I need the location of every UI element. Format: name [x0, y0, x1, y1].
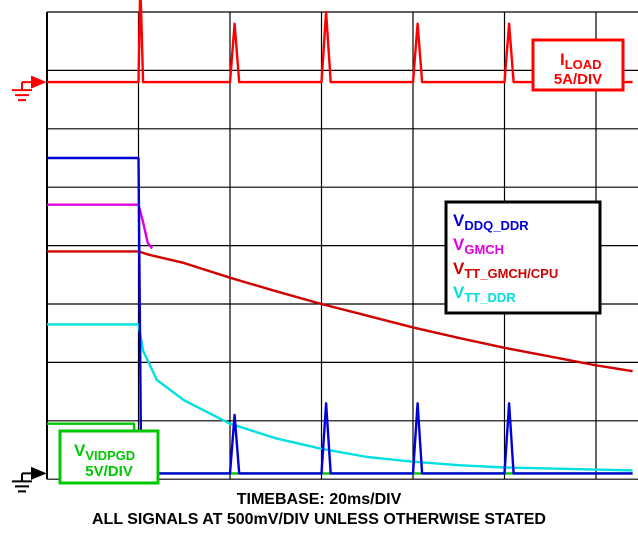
iload-scale: 5A/DIV [554, 71, 602, 88]
timebase-caption: TIMEBASE: 20ms/DIV [236, 491, 402, 508]
vidpgd-label-main: V [74, 441, 86, 460]
iload-label-box: ILOAD 5A/DIV [531, 38, 625, 92]
scale-caption: ALL SIGNALS AT 500mV/DIV UNLESS OTHERWIS… [92, 511, 546, 528]
legend-entry-vddq-ddr: VDDQ_DDR [453, 211, 529, 233]
legend-box: VDDQ_DDR VGMCH VTT_GMCH/CPU VTT_DDR [444, 200, 602, 315]
iload-label-sub: LOAD [565, 57, 602, 72]
svg-text:VVIDPGD: VVIDPGD [74, 441, 135, 463]
iload-label-main: I [560, 50, 565, 69]
svg-text:ILOAD: ILOAD [560, 50, 602, 72]
ground-marker-voltage [12, 466, 47, 493]
legend-entry-vtt-gmch-cpu: VTT_GMCH/CPU [453, 259, 558, 281]
trace-v-ddq-ddr [47, 156, 633, 475]
vidpgd-scale: 5V/DIV [85, 463, 133, 480]
legend-entry-vtt-ddr: VTT_DDR [453, 283, 516, 305]
trace-v-tt-ddr [47, 323, 633, 472]
trace-v-gmch [47, 203, 154, 250]
ground-markers [12, 75, 47, 493]
trace-v-tt-gmch-cpu [47, 250, 633, 373]
legend-entry-vgmch: VGMCH [453, 235, 504, 257]
ground-marker-iload [12, 75, 47, 102]
vidpgd-label-box: VVIDPGD 5V/DIV [58, 429, 160, 485]
vidpgd-label-sub: VIDPGD [85, 448, 135, 463]
trace-i-load [47, 0, 633, 84]
